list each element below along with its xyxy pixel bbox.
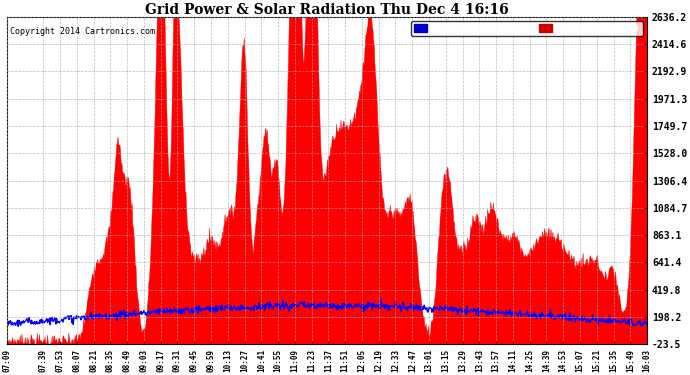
Text: Copyright 2014 Cartronics.com: Copyright 2014 Cartronics.com bbox=[10, 27, 155, 36]
Legend: Radiation (w/m2), Grid (AC Watts): Radiation (w/m2), Grid (AC Watts) bbox=[411, 21, 642, 36]
Title: Grid Power & Solar Radiation Thu Dec 4 16:16: Grid Power & Solar Radiation Thu Dec 4 1… bbox=[146, 3, 509, 17]
